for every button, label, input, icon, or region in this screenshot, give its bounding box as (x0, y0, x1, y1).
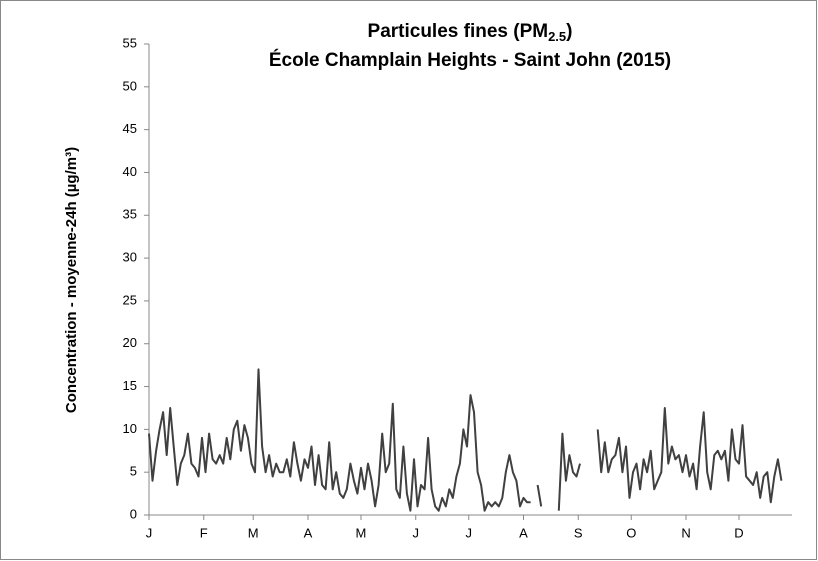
x-tick-label: D (734, 525, 743, 540)
title-subscript: 2.5 (548, 29, 566, 44)
data-line (148, 368, 783, 512)
x-tick-label: N (681, 525, 690, 540)
x-tick-label: S (574, 525, 583, 540)
x-tick-label: J (146, 525, 153, 540)
x-tick-label: J (465, 525, 472, 540)
y-tick-label: 50 (123, 78, 137, 93)
x-tick-label: A (304, 525, 313, 540)
y-tick-label: 30 (123, 250, 137, 265)
chart-title: Particules fines (PM2.5) (368, 21, 573, 44)
y-tick-label: 25 (123, 292, 137, 307)
y-tick-label: 40 (123, 164, 137, 179)
x-tick-label: F (200, 525, 208, 540)
title-text: ) (566, 21, 572, 42)
x-tick-label: J (412, 525, 419, 540)
y-tick-label: 20 (123, 335, 137, 350)
x-tick-label: M (356, 525, 367, 540)
y-tick-label: 5 (130, 464, 137, 479)
y-tick-label: 35 (123, 207, 137, 222)
chart-subtitle: École Champlain Heights - Saint John (20… (269, 49, 671, 71)
x-tick-label: O (626, 525, 636, 540)
y-tick-label: 0 (130, 506, 137, 521)
y-tick-label: 45 (123, 121, 137, 136)
y-tick-label: 15 (123, 378, 137, 393)
y-tick-label: 10 (123, 421, 137, 436)
x-tick-label: M (248, 525, 259, 540)
x-tick-label: A (519, 525, 528, 540)
title-text: Particules fines (PM (368, 21, 549, 42)
y-axis-label: Concentration - moyenne-24h (µg/m³) (63, 147, 80, 413)
y-tick-label: 55 (123, 35, 137, 50)
